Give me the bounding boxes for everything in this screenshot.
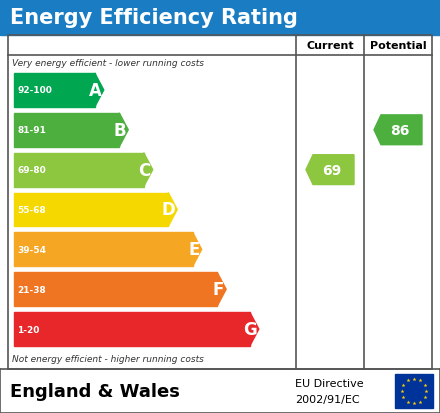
- Bar: [14, 153, 144, 187]
- Polygon shape: [250, 312, 259, 346]
- Text: D: D: [161, 201, 175, 219]
- Bar: [0, 0, 440, 36]
- Text: England & Wales: England & Wales: [10, 382, 180, 400]
- Bar: [14, 114, 119, 147]
- Text: C: C: [139, 161, 151, 179]
- Text: A: A: [89, 82, 102, 100]
- Text: Very energy efficient - lower running costs: Very energy efficient - lower running co…: [12, 59, 204, 68]
- Text: G: G: [243, 320, 257, 338]
- Bar: [8, 36, 432, 369]
- Text: Current: Current: [306, 41, 354, 51]
- Text: 92-100: 92-100: [17, 86, 52, 95]
- Text: 86: 86: [390, 123, 410, 138]
- Polygon shape: [119, 114, 128, 147]
- Polygon shape: [374, 116, 422, 145]
- Polygon shape: [144, 153, 153, 187]
- Bar: [0, 369, 440, 413]
- Text: E: E: [188, 241, 200, 259]
- Polygon shape: [95, 74, 104, 108]
- Text: Energy Efficiency Rating: Energy Efficiency Rating: [10, 8, 298, 28]
- Text: EU Directive: EU Directive: [295, 378, 363, 388]
- Bar: [14, 233, 193, 267]
- Text: 21-38: 21-38: [17, 285, 46, 294]
- Text: 39-54: 39-54: [17, 245, 46, 254]
- Text: 55-68: 55-68: [17, 206, 46, 214]
- Text: F: F: [213, 280, 224, 299]
- Polygon shape: [217, 273, 226, 306]
- Text: Not energy efficient - higher running costs: Not energy efficient - higher running co…: [12, 355, 204, 363]
- Polygon shape: [306, 155, 354, 185]
- Text: B: B: [114, 121, 126, 140]
- Polygon shape: [168, 193, 177, 227]
- Bar: [14, 193, 168, 227]
- Bar: [14, 74, 95, 108]
- Bar: [395, 374, 433, 408]
- Bar: [14, 312, 250, 346]
- Polygon shape: [193, 233, 202, 267]
- Text: Potential: Potential: [370, 41, 426, 51]
- Text: 2002/91/EC: 2002/91/EC: [295, 394, 359, 404]
- Text: 1-20: 1-20: [17, 325, 39, 334]
- Text: 81-91: 81-91: [17, 126, 46, 135]
- Bar: [14, 273, 217, 306]
- Text: 69-80: 69-80: [17, 166, 46, 175]
- Text: 69: 69: [322, 163, 341, 177]
